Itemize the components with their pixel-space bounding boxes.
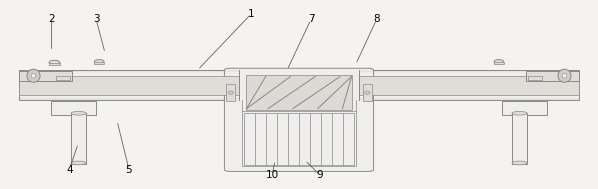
Text: 3: 3 [93,14,99,24]
Bar [19,76,579,94]
Bar [226,84,235,101]
Ellipse shape [71,111,86,115]
Bar [242,71,356,166]
Text: 7: 7 [307,14,314,24]
Bar [71,113,86,164]
Bar [19,70,579,100]
Bar [51,101,96,115]
Ellipse shape [27,69,40,82]
Bar [363,84,372,101]
Bar [239,70,359,100]
Text: 9: 9 [316,170,323,180]
Ellipse shape [562,73,567,78]
Ellipse shape [494,60,504,64]
Ellipse shape [94,60,104,64]
Bar [526,71,579,81]
Text: 4: 4 [66,165,72,175]
Text: 5: 5 [126,165,132,175]
Bar [49,63,60,65]
Bar [246,75,352,110]
Ellipse shape [512,161,527,165]
Bar [19,71,72,81]
FancyBboxPatch shape [224,68,374,171]
Bar [56,76,71,81]
Bar [94,62,104,64]
Text: 8: 8 [373,14,380,24]
Ellipse shape [512,111,527,115]
Bar [494,62,504,64]
Ellipse shape [365,91,370,94]
Text: 10: 10 [266,170,279,180]
Bar [512,113,527,164]
Text: 2: 2 [48,14,55,24]
Ellipse shape [31,73,36,78]
Bar [244,113,354,165]
Text: 1: 1 [248,9,255,19]
Ellipse shape [228,91,233,94]
Bar [502,101,547,115]
Ellipse shape [49,60,60,65]
Ellipse shape [558,69,571,82]
Ellipse shape [71,161,86,165]
Bar [527,76,542,81]
